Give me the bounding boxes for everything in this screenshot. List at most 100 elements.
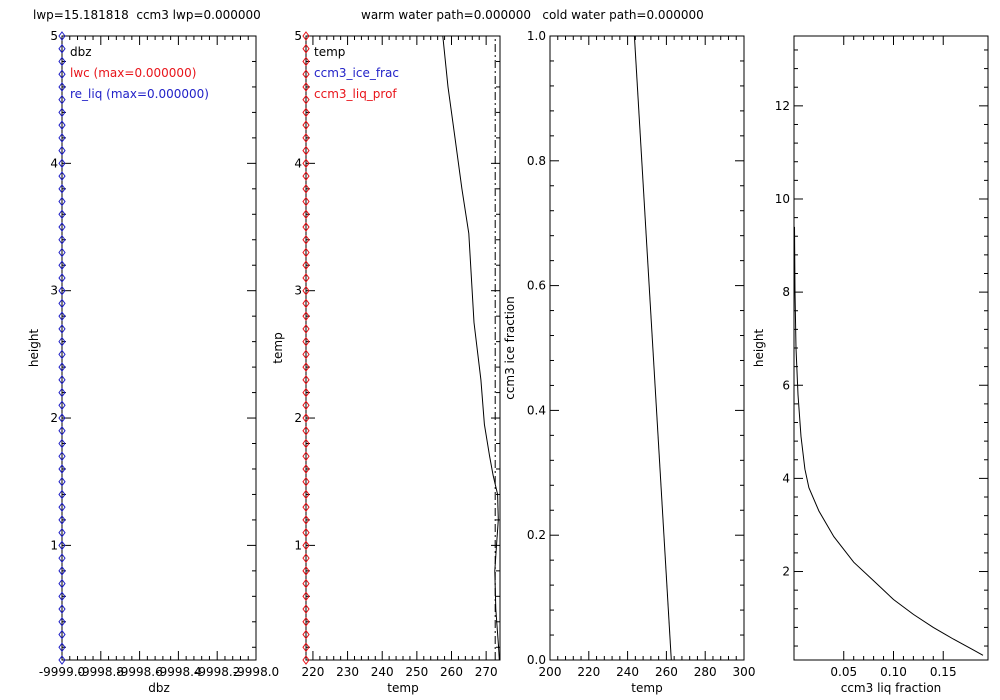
panel-1-xtick-label: -9998.2 [194,665,240,679]
panel-3-ytick-label: 0.8 [527,154,546,168]
panel-1-series-1-marker [58,82,66,92]
panel-3-xtick-label: 280 [694,665,717,679]
panel-1-series-1-marker [58,311,66,321]
panel-2-series-3-marker [302,56,310,67]
panel-4-xtick-label: 0.05 [830,665,857,679]
panel-4-ytick-label: 8 [782,285,790,299]
panel-1-series-1-marker [58,502,66,513]
panel-2-series-3-marker [302,107,310,118]
panel-1-ytick-label: 4 [50,156,58,170]
water-path-header: warm water path=0.000000 cold water path… [361,8,704,22]
panel-2-xtick-label: 250 [405,665,428,679]
panel-1-series-1-marker [58,476,66,487]
panel-4-xtick-label: 0.10 [880,665,907,679]
panel-2-series-3-marker [302,247,310,258]
panel-1-series-1-marker [58,451,66,462]
panel-2-series-1-line [442,35,500,661]
panel-2-series-3-marker [302,464,310,474]
panel-1-series-1-marker [58,375,66,385]
panel-2-ytick-label: 1 [294,538,302,552]
panel-2-series-3-marker [302,311,310,321]
panel-2-series-3-marker [302,94,310,105]
panel-2-series-3-marker [302,234,310,245]
panel-2-series-3-marker [302,527,310,538]
panel-2-series-3-marker [302,616,310,627]
panel-1-xtick-label: -9998.4 [155,665,201,679]
panel-2-series-3-marker [302,413,310,423]
panel-2-series-3-marker [302,133,310,143]
panel-1-series-1-marker [58,158,66,169]
panel-1-series-1-marker [58,120,66,130]
panel-1-series-1-marker [58,298,66,309]
panel-2-ytick-label: 5 [294,29,302,43]
panel-2-series-3-marker [302,336,310,347]
panel-1-series-1-marker [58,222,66,232]
panel-1-ylabel: height [27,329,41,368]
panel-1-series-1-marker [58,464,66,474]
panel-1-xtick-label: -9998.6 [116,665,162,679]
panel-1-series-1-marker [58,94,66,105]
panel-2-series-3-marker [302,476,310,487]
panel-2-series-3-marker [302,145,310,156]
panel-1-xtick-label: -9998.0 [233,665,279,679]
panel-1-series-1-marker [58,145,66,156]
panel-2-series-3-marker [302,171,310,181]
panel-2-series-3-marker [302,273,310,283]
panel-2-series-3-marker [302,489,310,500]
panel-2-xtick-label: 230 [336,665,359,679]
panel-2-series-3-marker [302,451,310,462]
panel-1-series-1-marker [58,209,66,220]
panel-2-series-3-marker [302,209,310,220]
panel-1-series-1-marker [58,387,66,398]
panel-1-series-1-marker [58,273,66,283]
panel-3-frame [549,35,745,661]
panel-2-series-3-marker [302,222,310,232]
panel-1-series-1-marker [58,642,66,653]
panel-2-series-3-marker [302,438,310,449]
panel-2: 220 230 240 250 260 270 1 2 3 4 5 temp temp temp ccm3_… [271,29,501,695]
panel-1-ytick-label: 1 [50,538,58,552]
panel-4-ytick-label: 12 [775,99,790,113]
panel-1-series-1-marker [58,196,66,207]
panel-2-legend-item: ccm3_ice_frac [314,66,399,80]
panel-1-series-1-marker [58,285,66,296]
panel-1-series-1-marker [58,566,66,576]
panel-4-ytick-label: 4 [782,471,790,485]
panel-1-series-1-marker [58,31,66,41]
panel-3-ytick-label: 0.6 [527,279,546,293]
panel-2-series-3-marker [302,629,310,640]
panel-2-series-3-marker [302,285,310,296]
panel-2-frame [305,35,501,661]
panel-4-ytick-label: 10 [775,192,790,206]
panel-1-legend-item: dbz [70,45,92,59]
panel-3-xtick-label: 240 [616,665,639,679]
panel-1: -9999.0-9998.8-9998.6-9998.4-9998.2-9998… [27,29,279,695]
panel-2-series-3-marker [302,298,310,309]
panel-1-series-1-marker [58,604,66,614]
panel-1-frame [61,35,257,661]
panel-2-xtick-label: 270 [475,665,498,679]
panel-1-series-1-marker [58,540,66,551]
panel-1-series-1-marker [58,171,66,181]
panel-1-series-1-marker [58,489,66,500]
panel-1-ytick-label: 5 [50,29,58,43]
panel-2-xlabel: temp [387,681,418,695]
panel-1-series-1-marker [58,629,66,640]
panel-1-series-1-marker [58,324,66,334]
panel-1-series-1-marker [58,515,66,525]
panel-2-series-3-marker [302,425,310,436]
panel-2-series-3-marker [302,183,310,194]
panel-1-legend-item: re_liq (max=0.000000) [70,87,209,101]
panel-2-ylabel: temp [271,332,285,363]
panel-1-series-1-marker [58,183,66,194]
panel-2-series-3-marker [302,31,310,41]
panel-2-series-3-marker [302,642,310,653]
panel-3-xtick-label: 300 [733,665,756,679]
panel-2-ytick-label: 3 [294,284,302,298]
panel-2-series-3-marker [302,260,310,271]
panel-4-xtick-label: 0.15 [930,665,957,679]
panel-1-series-1-marker [58,107,66,118]
panel-2-series-3-marker [302,158,310,169]
panel-2-xtick-label: 260 [440,665,463,679]
